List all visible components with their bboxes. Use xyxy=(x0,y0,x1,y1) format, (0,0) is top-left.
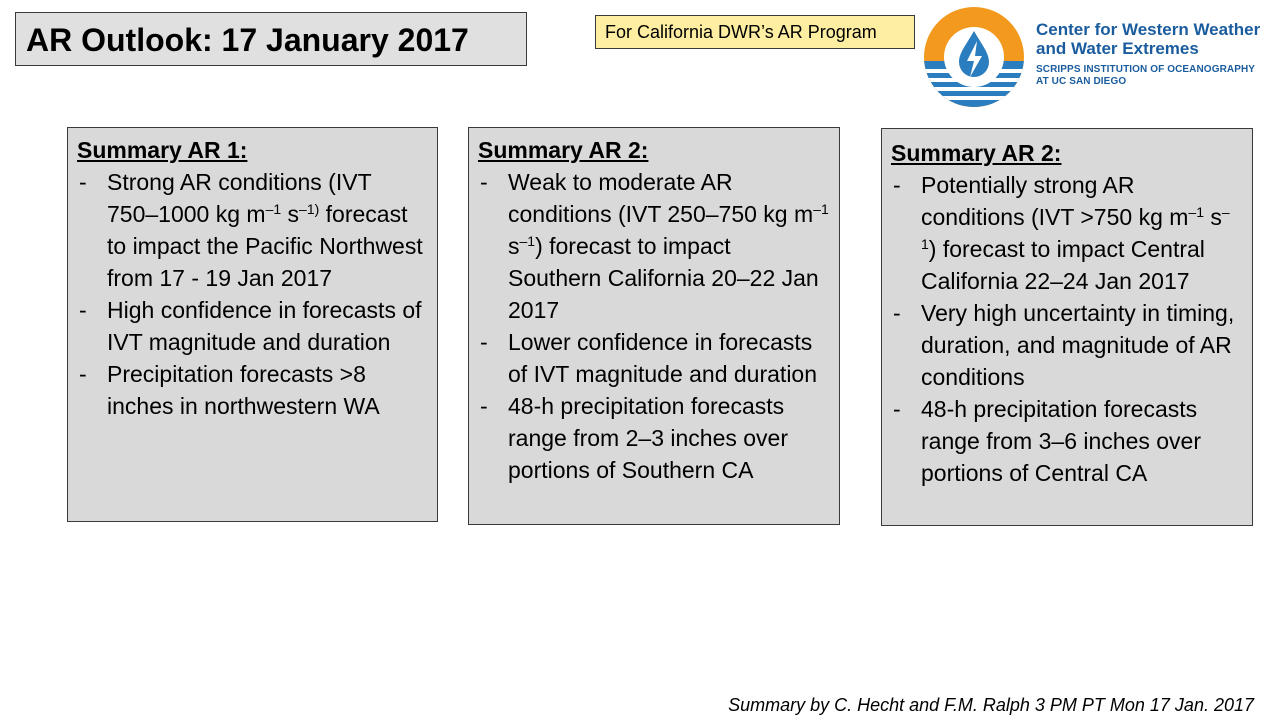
author-credit: Summary by C. Hecht and F.M. Ralph 3 PM … xyxy=(728,695,1254,715)
organization-name-line: and Water Extremes xyxy=(1036,39,1199,58)
summary-ar1-box: Summary AR 1: Strong AR conditions (IVT … xyxy=(67,127,438,522)
summary-bullet: 48-h precipitation forecasts range from … xyxy=(478,390,829,486)
summary-bullet-list: Strong AR conditions (IVT 750–1000 kg m–… xyxy=(77,166,427,422)
superscript: –1 xyxy=(265,201,282,217)
organization-affiliation-line: AT UC SAN DIEGO xyxy=(1036,76,1127,87)
superscript: –1 xyxy=(813,201,829,217)
summary-bullet: Weak to moderate AR conditions (IVT 250–… xyxy=(478,166,829,326)
summary-bullet: Potentially strong AR conditions (IVT >7… xyxy=(891,169,1242,297)
bullet-text: Weak to moderate AR conditions (IVT 250–… xyxy=(508,169,814,227)
summary-bullet: Precipitation forecasts >8 inches in nor… xyxy=(77,358,427,422)
superscript: –1 xyxy=(519,233,536,249)
bullet-text: s xyxy=(1204,204,1222,230)
organization-affiliation: SCRIPPS INSTITUTION OF OCEANOGRAPHY AT U… xyxy=(1036,64,1276,88)
superscript: –1) xyxy=(299,201,320,217)
summary-heading: Summary AR 2: xyxy=(478,137,649,163)
summary-ar2-central-box: Summary AR 2: Potentially strong AR cond… xyxy=(881,128,1253,526)
summary-bullet: High confidence in forecasts of IVT magn… xyxy=(77,294,427,358)
bullet-text: ) forecast to impact Central California … xyxy=(921,236,1205,294)
bullet-text: Potentially strong AR conditions (IVT >7… xyxy=(921,172,1189,230)
superscript: –1 xyxy=(921,204,1230,252)
summary-bullet: 48-h precipitation forecasts range from … xyxy=(891,393,1242,489)
program-label: For California DWR’s AR Program xyxy=(595,15,915,49)
summary-bullet-list: Weak to moderate AR conditions (IVT 250–… xyxy=(478,166,829,486)
water-drop-icon xyxy=(924,7,1024,107)
summary-heading: Summary AR 1: xyxy=(77,137,248,163)
superscript: –1 xyxy=(1188,204,1204,220)
organization-logo-text: Center for Western Weather and Water Ext… xyxy=(1036,20,1276,88)
summary-heading: Summary AR 2: xyxy=(891,140,1062,166)
bullet-text: s xyxy=(281,201,300,227)
organization-name-line: Center for Western Weather xyxy=(1036,20,1261,39)
bullet-text: forecast to impact the Pacific Northwest… xyxy=(107,201,423,291)
summary-ar2-southern-box: Summary AR 2: Weak to moderate AR condit… xyxy=(468,127,840,525)
organization-affiliation-line: SCRIPPS INSTITUTION OF OCEANOGRAPHY xyxy=(1036,64,1256,75)
bullet-text: Strong AR conditions (IVT 750–1000 kg m xyxy=(107,169,372,227)
bullet-text: ) forecast to impact Southern California… xyxy=(508,233,819,323)
bullet-text: s xyxy=(508,233,520,259)
summary-bullet-list: Potentially strong AR conditions (IVT >7… xyxy=(891,169,1242,489)
organization-name: Center for Western Weather and Water Ext… xyxy=(1036,20,1276,58)
page-title: AR Outlook: 17 January 2017 xyxy=(15,12,527,66)
summary-bullet: Strong AR conditions (IVT 750–1000 kg m–… xyxy=(77,166,427,294)
summary-bullet: Lower confidence in forecasts of IVT mag… xyxy=(478,326,829,390)
summary-bullet: Very high uncertainty in timing, duratio… xyxy=(891,297,1242,393)
